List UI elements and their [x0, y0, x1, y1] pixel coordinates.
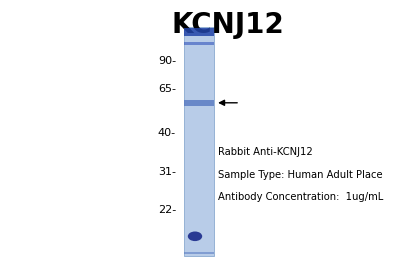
Text: 22-: 22- [158, 205, 176, 215]
Bar [184, 252, 214, 254]
Text: Sample Type: Human Adult Place: Sample Type: Human Adult Place [218, 170, 383, 179]
Text: Rabbit Anti-KCNJ12: Rabbit Anti-KCNJ12 [218, 147, 313, 157]
Bar [184, 28, 214, 36]
Text: 40-: 40- [158, 128, 176, 139]
Text: 65-: 65- [158, 84, 176, 95]
Bar [184, 27, 214, 256]
Text: 90-: 90- [158, 56, 176, 66]
Bar [184, 42, 214, 45]
Text: KCNJ12: KCNJ12 [172, 11, 284, 39]
Text: 31-: 31- [158, 167, 176, 177]
Circle shape [188, 231, 202, 241]
Text: Antibody Concentration:  1ug/mL: Antibody Concentration: 1ug/mL [218, 192, 383, 202]
Bar [184, 100, 214, 106]
